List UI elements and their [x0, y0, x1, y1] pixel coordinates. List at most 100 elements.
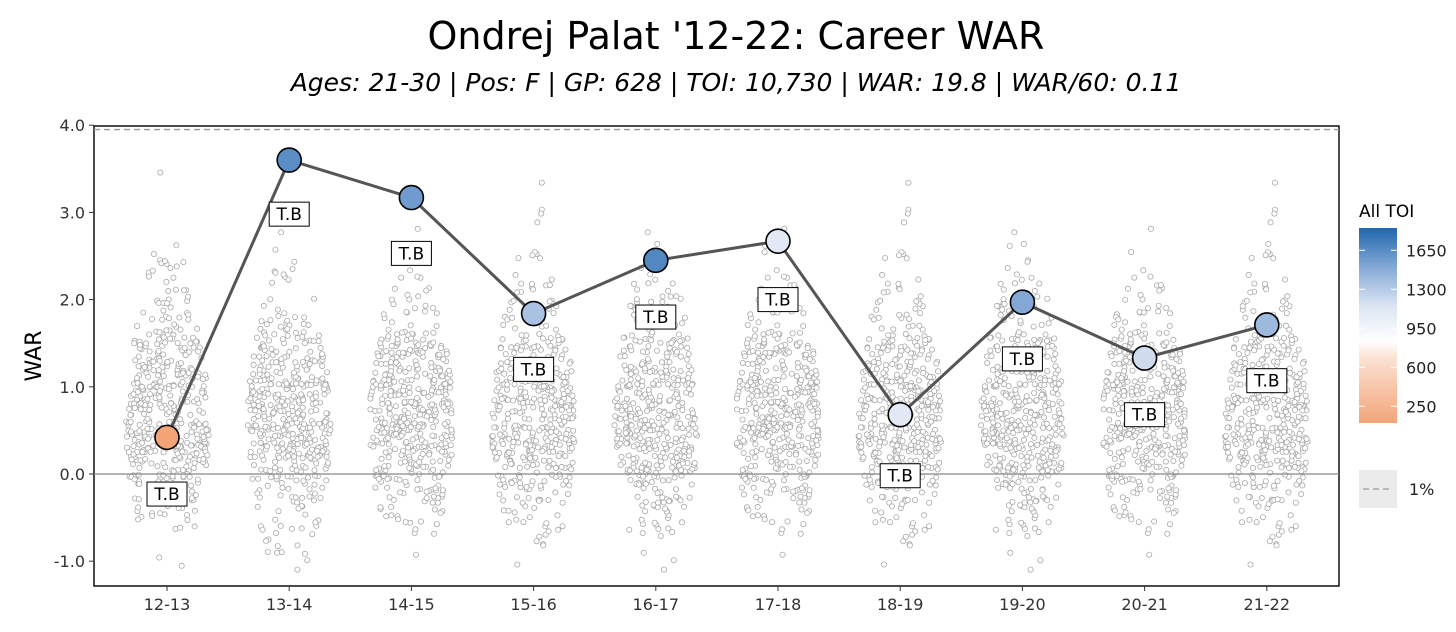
distribution-point — [1044, 467, 1051, 474]
distribution-point — [1163, 466, 1170, 473]
distribution-point — [420, 463, 427, 470]
distribution-point — [141, 364, 148, 371]
distribution-point — [194, 325, 201, 332]
distribution-point — [499, 336, 506, 343]
distribution-point — [172, 286, 179, 293]
distribution-point — [372, 369, 379, 376]
distribution-point — [1175, 440, 1182, 447]
distribution-point — [260, 343, 267, 350]
distribution-point — [1230, 431, 1237, 438]
distribution-point — [771, 410, 778, 417]
distribution-point — [555, 453, 562, 460]
distribution-point — [907, 383, 914, 390]
distribution-point — [752, 454, 759, 461]
distribution-point — [653, 462, 660, 469]
distribution-point — [733, 440, 740, 447]
distribution-point — [1044, 497, 1051, 504]
distribution-point — [1288, 457, 1295, 464]
distribution-point — [253, 334, 260, 341]
distribution-point — [1262, 252, 1269, 259]
distribution-point — [1052, 351, 1059, 358]
distribution-point — [1283, 310, 1290, 317]
distribution-point — [1006, 242, 1013, 249]
distribution-point — [1024, 533, 1031, 540]
distribution-point — [896, 311, 903, 318]
distribution-point — [512, 271, 519, 278]
distribution-point — [448, 451, 455, 458]
distribution-point — [298, 434, 305, 441]
distribution-point — [617, 440, 624, 447]
distribution-point — [308, 446, 315, 453]
distribution-point — [504, 381, 511, 388]
distribution-point — [670, 366, 677, 373]
distribution-point — [159, 363, 166, 370]
distribution-point — [292, 494, 299, 501]
distribution-point — [1007, 485, 1014, 492]
distribution-point — [1289, 417, 1296, 424]
distribution-point — [293, 477, 300, 484]
legend-title: All TOI — [1359, 202, 1414, 222]
distribution-point — [137, 406, 144, 413]
distribution-point — [633, 468, 640, 475]
distribution-point — [202, 420, 209, 427]
distribution-point — [1289, 448, 1296, 455]
distribution-point — [311, 481, 318, 488]
distribution-point — [751, 435, 758, 442]
distribution-point — [1247, 434, 1254, 441]
distribution-point — [1258, 436, 1265, 443]
distribution-point — [1013, 271, 1020, 278]
distribution-point — [634, 381, 641, 388]
distribution-point — [268, 375, 275, 382]
distribution-point — [1034, 293, 1041, 300]
distribution-point — [910, 520, 917, 527]
distribution-point — [1165, 402, 1172, 409]
distribution-point — [1141, 376, 1148, 383]
distribution-point — [1139, 465, 1146, 472]
distribution-point — [1003, 435, 1010, 442]
distribution-point — [893, 455, 900, 462]
distribution-point — [806, 487, 813, 494]
distribution-point — [754, 392, 761, 399]
distribution-point — [1298, 490, 1305, 497]
distribution-point — [1258, 494, 1265, 501]
distribution-point — [786, 450, 793, 457]
distribution-point — [1124, 378, 1131, 385]
distribution-point — [771, 444, 778, 451]
distribution-point — [1100, 440, 1107, 447]
distribution-point — [194, 435, 201, 442]
distribution-point — [1119, 460, 1126, 467]
distribution-point — [1007, 549, 1014, 556]
distribution-point — [1160, 385, 1167, 392]
distribution-point — [373, 359, 380, 366]
distribution-point — [128, 456, 135, 463]
distribution-point — [1028, 505, 1035, 512]
distribution-point — [673, 348, 680, 355]
distribution-point — [669, 280, 676, 287]
x-axis: 12-13 13-14 14-15 15-16 16-17 17-18 18-19 19-20… — [144, 586, 1290, 614]
distribution-point — [295, 505, 302, 512]
distribution-point — [810, 433, 817, 440]
distribution-point — [1302, 445, 1309, 452]
distribution-point — [1031, 411, 1038, 418]
distribution-point — [983, 407, 990, 414]
distribution-point — [1046, 377, 1053, 384]
distribution-point — [299, 494, 306, 501]
distribution-point — [1178, 415, 1185, 422]
distribution-point — [1018, 485, 1025, 492]
distribution-point — [271, 439, 278, 446]
distribution-point — [294, 334, 301, 341]
distribution-point — [502, 351, 509, 358]
distribution-point — [400, 387, 407, 394]
distribution-point — [768, 399, 775, 406]
distribution-point — [443, 350, 450, 357]
distribution-point — [614, 435, 621, 442]
distribution-point — [691, 459, 698, 466]
distribution-point — [274, 549, 281, 556]
distribution-point — [1035, 340, 1042, 347]
distribution-point — [184, 512, 191, 519]
distribution-point — [448, 410, 455, 417]
distribution-point — [685, 363, 692, 370]
distribution-point — [986, 377, 993, 384]
distribution-point — [748, 386, 755, 393]
distribution-point — [426, 451, 433, 458]
